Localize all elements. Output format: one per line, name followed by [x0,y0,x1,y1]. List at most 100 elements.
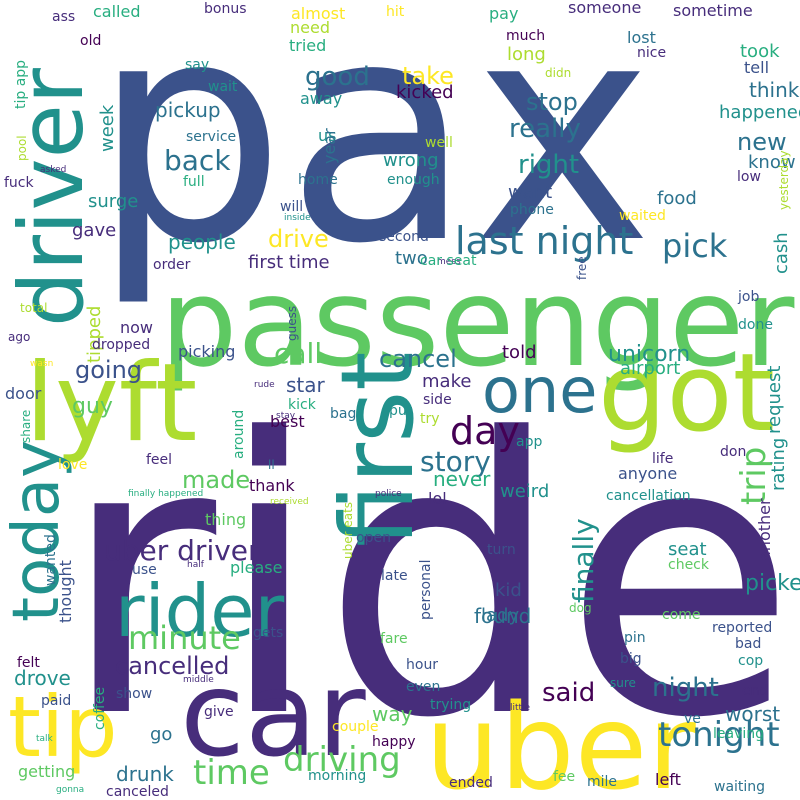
word-got: got [598,331,775,456]
word-order: order [153,257,191,273]
word-tried: tried [289,36,327,55]
word-new: new [737,128,787,156]
word-one: one [482,354,598,427]
word-total: total [20,301,48,315]
word-show: show [116,686,153,702]
word-around: around [231,409,247,459]
word-inside: inside [284,213,311,223]
word-pax: pax [92,0,654,310]
word-year: year [320,128,339,164]
word-car: car [180,645,366,783]
word-told: told [502,342,537,363]
word-try: try [420,411,440,427]
word-door: door [5,384,42,403]
word-give: give [204,704,234,720]
word-took: took [740,41,780,62]
word-ass: ass [52,9,76,25]
word-unicorn: unicorn [608,342,691,367]
word-kick: kick [288,397,316,413]
word-found: found [474,604,532,628]
word-first-time: first time [248,252,330,273]
word-ve: ve [684,711,701,727]
word-fare: fare [380,631,408,647]
word-back: back [164,144,231,177]
word-canceled: canceled [106,784,169,800]
word-lol: lol [428,489,447,508]
word-going: going [75,356,143,384]
word-say: say [185,57,210,73]
word-people: people [168,230,236,254]
word-ride: ride [60,358,797,800]
word-happened: happened [719,102,800,123]
word-stop: stop [526,88,578,116]
word-tipped: tipped [84,305,105,363]
word-put: put [389,403,413,419]
word-turn: turn [487,542,516,558]
word-waited: waited [619,208,666,224]
word-cancellation: cancellation [606,488,691,504]
word-nice: nice [637,45,667,61]
word-picking: picking [178,342,236,361]
word-want: want [508,182,553,203]
word-couple: couple [332,719,379,735]
word-share: share [19,409,33,443]
word-second: second [379,229,429,245]
word-dropped: dropped [92,337,151,353]
word-getting: getting [18,762,76,781]
word-request: request [764,365,785,434]
word-now: now [120,318,154,337]
word-said: said [542,678,596,708]
word-tip-app: tip app [13,59,29,109]
word-full: full [183,174,205,190]
word-way: way [372,702,413,726]
word-drive: drive [268,225,329,253]
word-lost: lost [627,28,656,47]
word-much: much [506,28,546,44]
word-gets: gets [253,625,284,641]
word-ago: ago [8,330,31,344]
word-surge: surge [88,191,139,212]
word-service: service [186,129,237,145]
word-will: will [280,199,304,215]
word-drove: drove [14,666,71,690]
word-us: us [318,126,337,145]
word-personal: personal [418,559,434,620]
word-day: day [450,409,520,453]
word-app: app [516,434,543,450]
word-right: right [518,150,580,180]
word-take: take [402,62,454,90]
word-paid: paid [41,693,72,709]
word-come: come [662,607,701,623]
word-driving: driving [283,740,401,780]
word-coffee: coffee [92,686,108,730]
word-need: need [290,18,330,37]
word-guy: guy [72,394,113,419]
word-kid: kid [495,580,522,601]
word-felt: felt [17,655,40,671]
word-ll: ll [268,458,275,472]
word-done: done [738,317,773,333]
word-finally-happened: finally happened [128,489,204,499]
word-half: half [187,560,204,570]
word-guess: guess [285,305,299,341]
word-life: life [652,451,674,467]
word-enough: enough [387,172,440,188]
word-job: job [738,289,760,305]
word-asked: asked [40,165,67,175]
word-uber: uber [425,678,696,800]
word-pick: pick [662,227,728,265]
word-hour: hour [406,657,439,673]
word-bonus: bonus [204,1,247,17]
word-car-seat: car seat [420,253,477,269]
word-last-night: last night [455,219,634,263]
word-dog: dog [569,601,592,615]
word-yesterday: yesterday [777,150,791,210]
word-home: home [298,172,338,188]
word-kicked: kicked [396,82,454,103]
word-story: story [420,445,491,478]
word-minute: minute [128,619,241,657]
word-good: good [305,62,370,92]
word-little: little [510,703,531,713]
word-middle: middle [183,675,214,685]
word-wasn: wasn [30,359,54,369]
